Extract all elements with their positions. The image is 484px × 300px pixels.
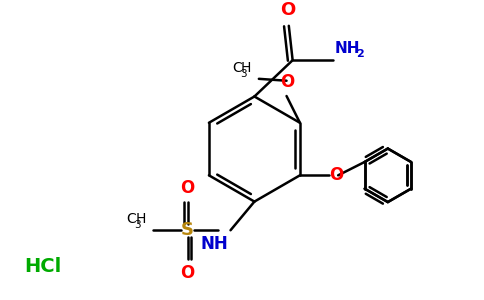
- Text: HCl: HCl: [24, 257, 61, 276]
- Text: 2: 2: [356, 49, 363, 59]
- Text: O: O: [181, 264, 195, 282]
- Text: 3: 3: [134, 220, 141, 230]
- Text: O: O: [330, 166, 344, 184]
- Text: NH: NH: [201, 235, 228, 253]
- Text: C: C: [126, 212, 136, 226]
- Text: O: O: [280, 73, 295, 91]
- Text: C: C: [232, 61, 242, 75]
- Text: 3: 3: [240, 69, 246, 79]
- Text: O: O: [280, 1, 296, 19]
- Text: H: H: [135, 212, 146, 226]
- Text: O: O: [181, 179, 195, 197]
- Text: S: S: [181, 221, 194, 239]
- Text: H: H: [241, 61, 251, 75]
- Text: NH: NH: [334, 41, 360, 56]
